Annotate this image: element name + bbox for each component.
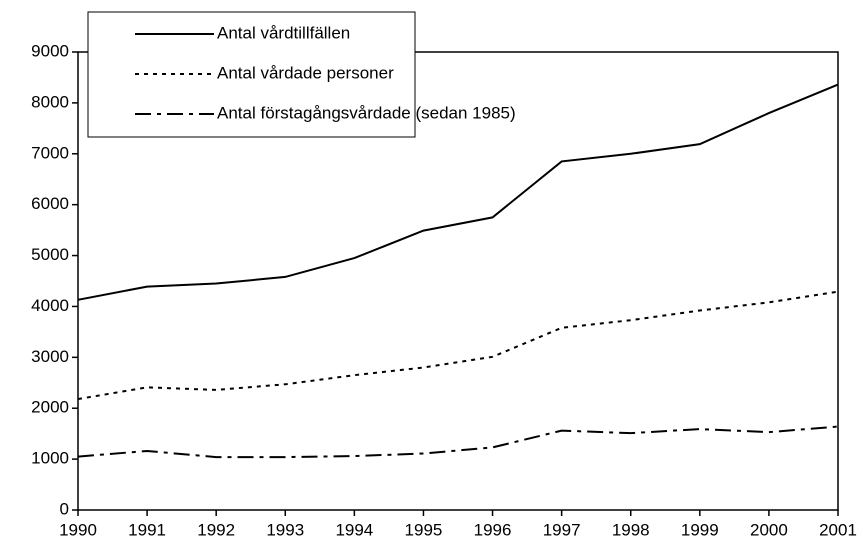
legend-label: Antal vårdade personer [217,63,394,82]
x-tick-label: 1990 [59,520,97,539]
x-tick-label: 1991 [128,520,166,539]
series-line [77,290,839,401]
x-tick-label: 1995 [405,520,443,539]
y-tick-label: 3000 [31,347,69,366]
plot-frame [77,51,839,511]
x-tick-label: 2000 [750,520,788,539]
x-tick-label: 1992 [197,520,235,539]
y-tick-label: 5000 [31,245,69,264]
legend-label: Antal förstagångsvårdade (sedan 1985) [217,103,516,122]
y-tick-label: 0 [60,499,69,518]
y-tick-label: 6000 [31,194,69,213]
x-tick-label: 1999 [681,520,719,539]
legend-box [87,11,416,138]
y-tick-label: 9000 [31,41,69,60]
y-tick-label: 1000 [31,449,69,468]
series-line [77,83,839,301]
x-tick-label: 1994 [335,520,373,539]
y-tick-label: 7000 [31,143,69,162]
x-tick-label: 1993 [266,520,304,539]
y-tick-label: 8000 [31,92,69,111]
y-tick-label: 2000 [31,398,69,417]
legend-label: Antal vårdtillfällen [217,23,350,42]
series-line [77,425,839,459]
x-tick-label: 1996 [474,520,512,539]
x-tick-label: 1997 [543,520,581,539]
y-tick-label: 4000 [31,296,69,315]
x-tick-label: 1998 [612,520,650,539]
x-tick-label: 2001 [819,520,857,539]
